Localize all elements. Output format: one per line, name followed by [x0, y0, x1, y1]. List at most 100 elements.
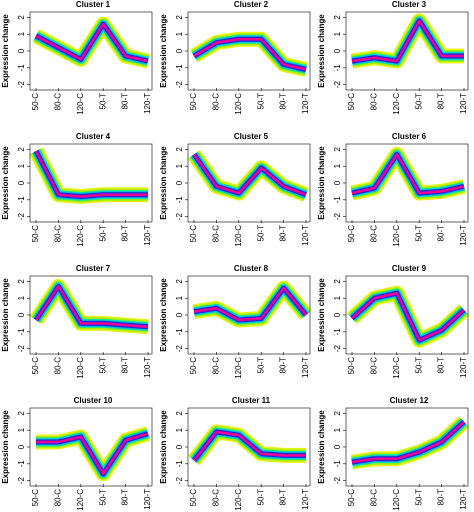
y-tick-label: -1 — [175, 460, 184, 468]
y-tick-label: -1 — [17, 196, 26, 204]
x-tick-label: 80-T — [121, 93, 130, 110]
x-tick-label: 50-C — [347, 93, 356, 111]
x-tick-label: 120-C — [234, 93, 243, 115]
chart-title: Cluster 7 — [76, 264, 111, 273]
x-tick-label: 50-T — [98, 357, 107, 374]
plot-frame — [345, 143, 469, 223]
cluster-line — [351, 19, 464, 62]
x-tick-label: 50-T — [414, 489, 423, 506]
y-tick-label: 2 — [175, 15, 184, 20]
x-tick-label: 120-C — [392, 489, 401, 511]
cluster-line — [351, 153, 465, 194]
y-tick-label: -1 — [17, 460, 26, 468]
x-tick-label: 50-C — [31, 357, 40, 375]
y-tick-label: 1 — [175, 163, 184, 168]
x-tick-label: 50-C — [31, 93, 40, 111]
y-tick-label: 1 — [17, 31, 26, 36]
x-tick-label: 50-T — [256, 93, 265, 110]
plot-frame — [345, 275, 469, 355]
y-tick-label: -1 — [175, 328, 184, 336]
cluster-line — [193, 153, 307, 196]
x-tick-label: 80-C — [370, 489, 379, 507]
x-tick-label: 120-C — [76, 357, 85, 379]
x-tick-label: 120-C — [76, 93, 85, 115]
y-tick-label: 1 — [17, 163, 26, 168]
chart-title: Cluster 11 — [232, 396, 271, 405]
chart-title: Cluster 10 — [74, 396, 113, 405]
y-tick-label: -1 — [333, 460, 342, 468]
x-tick-label: 80-C — [54, 225, 63, 243]
x-tick-label: 80-T — [279, 225, 288, 242]
x-tick-label: 80-T — [279, 357, 288, 374]
y-tick-label: -2 — [17, 81, 26, 89]
y-tick-label: 0 — [333, 312, 342, 317]
x-tick-label: 80-T — [121, 489, 130, 506]
x-tick-label: 50-C — [189, 93, 198, 111]
y-tick-label: -1 — [17, 328, 26, 336]
chart-title: Cluster 8 — [234, 264, 269, 273]
y-axis-label: Expression change — [317, 14, 326, 88]
plot-frame — [187, 143, 311, 223]
x-tick-label: 80-T — [121, 225, 130, 242]
chart-title: Cluster 1 — [76, 0, 111, 9]
y-tick-label: -2 — [17, 345, 26, 353]
chart-title: Cluster 12 — [390, 396, 429, 405]
y-tick-label: -1 — [333, 64, 342, 72]
x-tick-label: 80-C — [54, 357, 63, 375]
y-tick-label: 0 — [175, 180, 184, 185]
plot-frame — [29, 275, 153, 355]
x-tick-label: 120-C — [392, 225, 401, 247]
y-axis-label: Expression change — [317, 146, 326, 220]
x-tick-label: 50-T — [256, 357, 265, 374]
y-tick-label: -2 — [333, 213, 342, 221]
y-tick-label: 2 — [175, 147, 184, 152]
x-tick-label: 80-T — [437, 225, 446, 242]
y-tick-label: 0 — [175, 48, 184, 53]
x-tick-label: 50-C — [347, 357, 356, 375]
y-tick-label: -2 — [175, 81, 184, 89]
x-tick-label: 50-T — [414, 357, 423, 374]
y-tick-label: 2 — [17, 147, 26, 152]
y-tick-label: 1 — [17, 295, 26, 300]
y-axis-label: Expression change — [159, 410, 168, 484]
x-tick-label: 50-T — [256, 489, 265, 506]
y-tick-label: 2 — [333, 15, 342, 20]
x-tick-label: 120-T — [143, 93, 152, 114]
x-tick-label: 80-C — [370, 93, 379, 111]
plot-frame — [187, 275, 311, 355]
y-tick-label: -2 — [175, 345, 184, 353]
x-tick-label: 80-T — [279, 93, 288, 110]
x-tick-label: 80-T — [437, 357, 446, 374]
y-tick-label: 0 — [17, 444, 26, 449]
y-tick-label: -2 — [333, 345, 342, 353]
cluster-line — [351, 292, 465, 341]
x-tick-label: 50-T — [98, 225, 107, 242]
chart-title: Cluster 9 — [392, 264, 427, 273]
x-tick-label: 120-C — [234, 225, 243, 247]
x-tick-label: 80-C — [212, 93, 221, 111]
plot-frame — [345, 11, 469, 91]
y-tick-label: 1 — [175, 31, 184, 36]
y-tick-label: 1 — [17, 427, 26, 432]
x-tick-label: 50-T — [256, 225, 265, 242]
y-tick-label: 0 — [333, 180, 342, 185]
y-tick-label: -2 — [17, 213, 26, 221]
y-tick-label: -1 — [333, 196, 342, 204]
y-tick-label: 1 — [175, 295, 184, 300]
cluster-line — [351, 421, 465, 463]
y-tick-label: 0 — [17, 180, 26, 185]
y-axis-label: Expression change — [1, 14, 10, 88]
y-tick-label: -1 — [175, 196, 184, 204]
x-tick-label: 120-C — [392, 357, 401, 379]
cluster-line — [36, 432, 149, 475]
y-tick-label: 2 — [175, 279, 184, 284]
y-axis-label: Expression change — [159, 146, 168, 220]
plot-frame — [345, 407, 469, 487]
x-tick-label: 50-T — [414, 93, 423, 110]
cluster-line — [193, 38, 307, 71]
x-tick-label: 50-T — [98, 93, 107, 110]
x-tick-label: 120-T — [143, 357, 152, 378]
x-tick-label: 120-T — [301, 225, 310, 246]
y-tick-label: 0 — [17, 48, 26, 53]
